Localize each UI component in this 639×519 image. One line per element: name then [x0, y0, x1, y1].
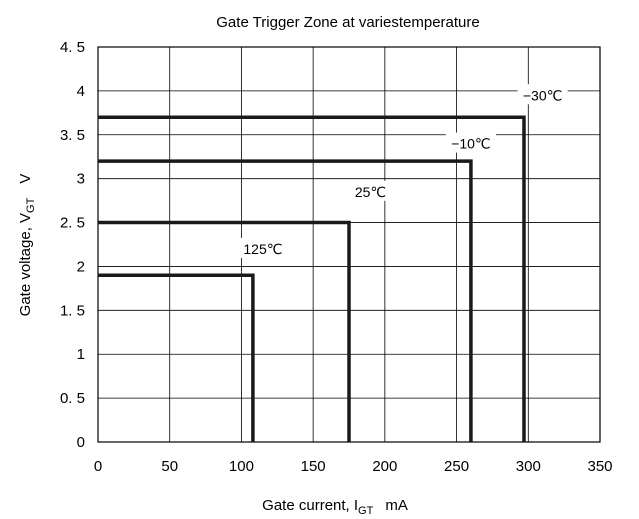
x-tick-label: 200 [372, 458, 397, 475]
x-tick-label: 0 [94, 458, 102, 475]
curve-label-1: −30℃ [523, 87, 562, 103]
y-axis-title-main: Gate voltage, V [17, 213, 34, 316]
curve-label-3: 25℃ [355, 184, 386, 200]
curve-label-bg-3 [350, 180, 392, 201]
series-layer [98, 115, 526, 442]
curve-label-4: 125℃ [243, 241, 282, 257]
series-line-3 [98, 159, 473, 442]
series-line-4 [98, 115, 526, 442]
x-tick-label: 250 [444, 458, 469, 475]
x-axis-title-main: Gate current, I [262, 497, 358, 514]
chart-title: Gate Trigger Zone at variestemperature [216, 14, 479, 31]
x-tick-label: 150 [301, 458, 326, 475]
series-line-1 [98, 273, 255, 442]
y-tick-labels: 0 0. 5 1 1. 5 2 2. 5 3 3. 5 4 4. 5 [60, 39, 85, 451]
y-tick-label: 2 [77, 258, 85, 275]
curve-label-bg-2 [445, 132, 496, 153]
curve-label-2: −10℃ [451, 136, 490, 152]
y-tick-label: 2. 5 [60, 215, 85, 232]
x-tick-labels: 0 50 100 150 200 250 300 350 [94, 458, 613, 475]
x-axis-title-sub: GT [358, 505, 374, 517]
x-axis-title-unit: mA [385, 497, 408, 514]
curve-label-bg-4 [237, 237, 288, 258]
y-tick-label: 3 [77, 171, 85, 188]
y-tick-label: 0. 5 [60, 390, 85, 407]
x-tick-label: 50 [161, 458, 178, 475]
x-axis-title: Gate current, IGT mA [262, 497, 408, 517]
curve-label-bg-1 [517, 84, 568, 105]
annotation-layer: −30℃ −10℃ 25℃ 125℃ [237, 84, 568, 258]
y-axis-title: Gate voltage, VGT V [17, 174, 37, 317]
series-line-2 [98, 220, 351, 442]
y-tick-label: 4. 5 [60, 39, 85, 56]
y-tick-label: 1 [77, 346, 85, 363]
x-tick-label: 100 [229, 458, 254, 475]
y-axis-title-unit: V [17, 174, 34, 184]
x-tick-label: 300 [516, 458, 541, 475]
y-tick-label: 4 [77, 83, 85, 100]
x-tick-label: 350 [587, 458, 612, 475]
y-axis-title-sub: GT [25, 197, 37, 213]
y-tick-label: 1. 5 [60, 302, 85, 319]
y-tick-label: 3. 5 [60, 127, 85, 144]
y-tick-label: 0 [77, 434, 85, 451]
